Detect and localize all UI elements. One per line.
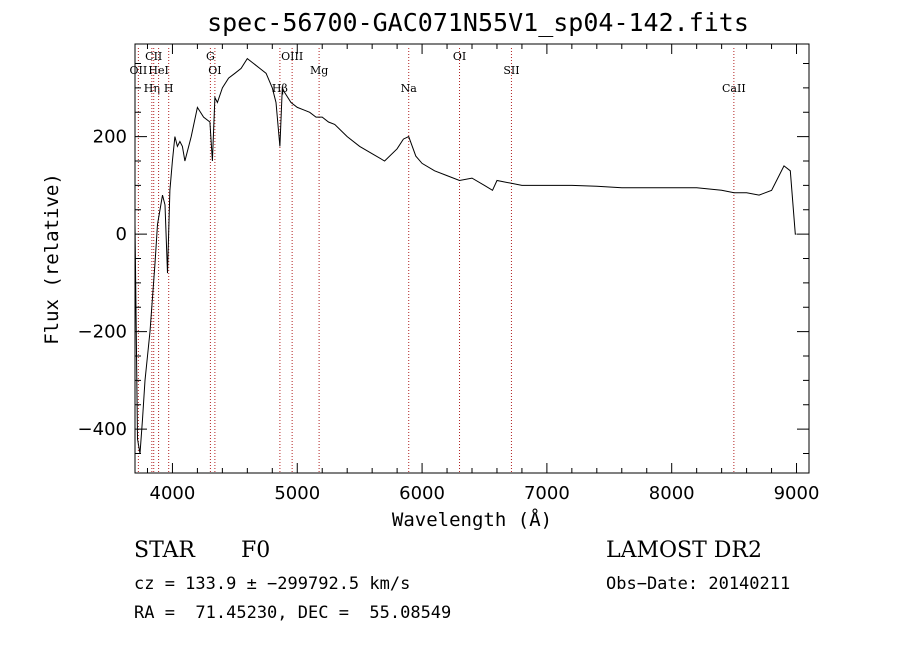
- y-tick-label: −400: [78, 419, 127, 440]
- line-marker-label: Na: [401, 82, 418, 95]
- y-tick-label: 0: [116, 224, 127, 245]
- line-marker-label: OII: [130, 64, 148, 77]
- line-marker-label: OI: [453, 50, 466, 63]
- chart-title: spec-56700-GAC071N55V1_sp04-142.fits: [207, 8, 749, 37]
- y-axis-label: Flux (relative): [41, 173, 63, 345]
- object-class: STAR: [134, 538, 195, 563]
- x-axis-label: Wavelength (Å): [391, 509, 553, 531]
- ra-dec: RA = 71.45230, DEC = 55.08549: [134, 603, 452, 623]
- line-marker-label: G: [206, 50, 215, 63]
- redshift-cz: cz = 133.9 ± −299792.5 km/s: [134, 574, 411, 594]
- x-tick-label: 4000: [150, 483, 196, 504]
- line-marker-label: HeI: [148, 64, 168, 77]
- spectrum-series: [134, 57, 797, 454]
- line-marker-label: OI: [208, 64, 221, 77]
- line-marker-label: H: [164, 82, 174, 95]
- line-marker-label: CaII: [722, 82, 746, 95]
- x-tick-label: 9000: [774, 483, 820, 504]
- line-marker-label: Hη: [144, 82, 160, 95]
- line-marker-label: CII: [145, 50, 162, 63]
- y-tick-label: −200: [78, 322, 127, 343]
- line-marker-label: Mg: [310, 64, 328, 77]
- line-marker-label: OIII: [281, 50, 303, 63]
- x-tick-label: 5000: [274, 483, 320, 504]
- x-tick-label: 6000: [399, 483, 445, 504]
- plot-frame: [134, 43, 810, 474]
- y-tick-label: 200: [93, 127, 127, 148]
- line-marker-label: SII: [503, 64, 519, 77]
- spectrum-line: [134, 57, 797, 454]
- x-tick-label: 8000: [649, 483, 695, 504]
- x-tick-label: 7000: [524, 483, 570, 504]
- object-subclass: F0: [241, 538, 271, 563]
- axes-ticks: 4000 5000 6000 7000 8000 9000 −400 −200 0 200: [78, 44, 820, 504]
- observation-date: Obs−Date: 20140211: [606, 574, 791, 594]
- survey-name: LAMOST DR2: [606, 538, 762, 563]
